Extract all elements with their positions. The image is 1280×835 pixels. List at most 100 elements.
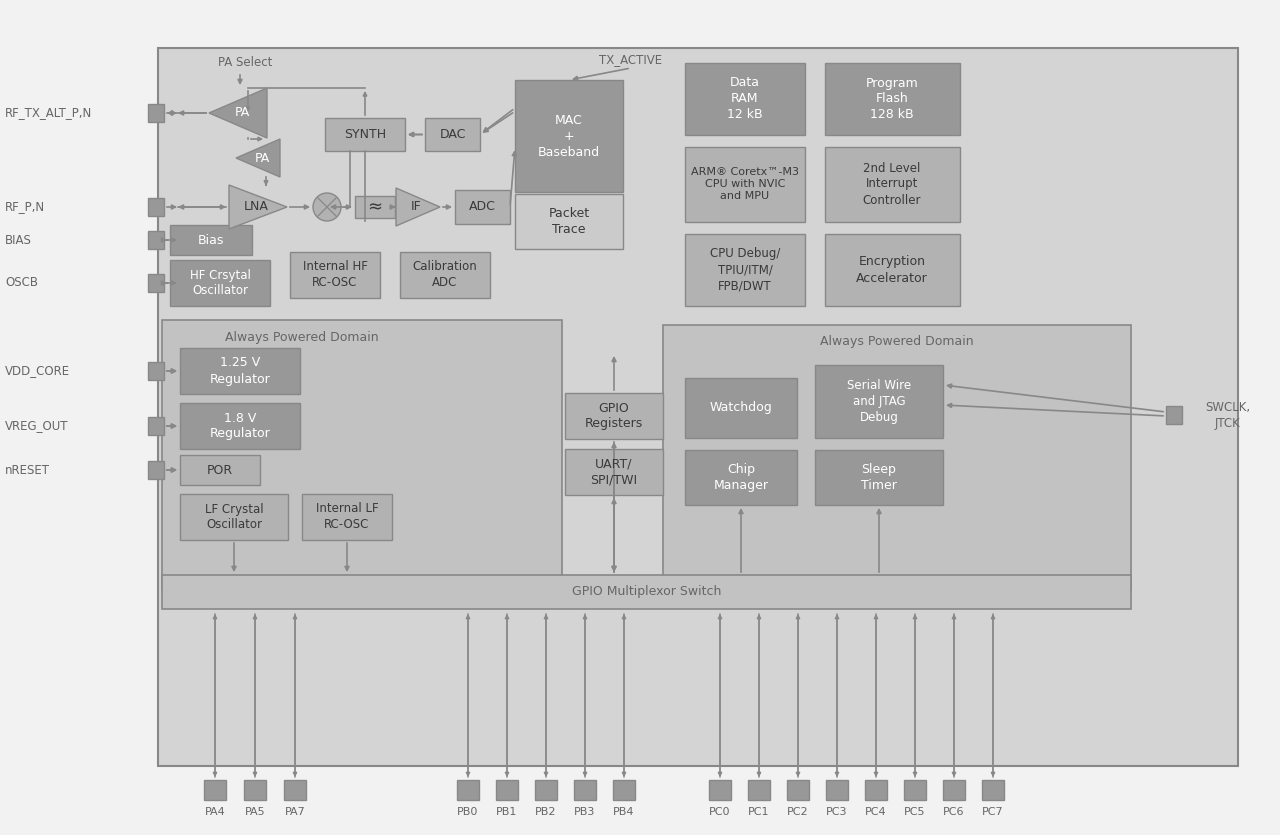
Polygon shape: [236, 139, 280, 177]
Bar: [284, 780, 306, 800]
Bar: [982, 780, 1004, 800]
Bar: [515, 80, 623, 192]
Bar: [148, 231, 164, 249]
Text: PA Select: PA Select: [218, 57, 273, 69]
Bar: [148, 362, 164, 380]
Bar: [163, 575, 1132, 609]
Text: Packet
Trace: Packet Trace: [548, 207, 590, 236]
Bar: [515, 194, 623, 249]
Text: HF Crsytal
Oscillator: HF Crsytal Oscillator: [189, 269, 251, 297]
Text: TX_ACTIVE: TX_ACTIVE: [599, 53, 663, 67]
Text: Always Powered Domain: Always Powered Domain: [820, 336, 974, 348]
Bar: [454, 190, 509, 224]
Text: PA7: PA7: [284, 807, 306, 817]
Text: PB0: PB0: [457, 807, 479, 817]
Text: PC4: PC4: [865, 807, 887, 817]
Text: UART/
SPI/TWI: UART/ SPI/TWI: [590, 458, 637, 487]
Text: GPIO Multiplexor Switch: GPIO Multiplexor Switch: [572, 585, 721, 599]
Text: SWCLK,
JTCK: SWCLK, JTCK: [1204, 401, 1251, 429]
Bar: [148, 461, 164, 479]
Ellipse shape: [314, 193, 340, 221]
Text: PC0: PC0: [709, 807, 731, 817]
Bar: [709, 780, 731, 800]
Text: PC2: PC2: [787, 807, 809, 817]
Bar: [1166, 406, 1181, 424]
Text: Serial Wire
and JTAG
Debug: Serial Wire and JTAG Debug: [847, 379, 911, 424]
Text: RF_P,N: RF_P,N: [5, 200, 45, 214]
Bar: [148, 104, 164, 122]
Text: DAC: DAC: [439, 128, 466, 141]
Text: Internal LF
RC-OSC: Internal LF RC-OSC: [316, 503, 379, 532]
Bar: [291, 252, 380, 298]
Bar: [685, 234, 805, 306]
Text: LF Crystal
Oscillator: LF Crystal Oscillator: [205, 503, 264, 532]
Text: Encryption
Accelerator: Encryption Accelerator: [856, 256, 928, 285]
Text: PC6: PC6: [943, 807, 965, 817]
Bar: [180, 494, 288, 540]
Bar: [148, 274, 164, 292]
Bar: [244, 780, 266, 800]
Bar: [685, 147, 805, 222]
Text: 2nd Level
Interrupt
Controller: 2nd Level Interrupt Controller: [863, 161, 922, 206]
Bar: [865, 780, 887, 800]
Bar: [457, 780, 479, 800]
Text: Chip
Manager: Chip Manager: [713, 463, 768, 492]
Polygon shape: [209, 88, 268, 138]
Text: OSCB: OSCB: [5, 276, 38, 290]
Text: Internal HF
RC-OSC: Internal HF RC-OSC: [302, 261, 367, 290]
Bar: [904, 780, 925, 800]
Bar: [826, 234, 960, 306]
Bar: [685, 450, 797, 505]
Text: PA: PA: [234, 107, 250, 119]
Bar: [180, 455, 260, 485]
Bar: [787, 780, 809, 800]
Bar: [564, 393, 663, 439]
Bar: [163, 320, 562, 590]
Text: PB2: PB2: [535, 807, 557, 817]
Bar: [573, 780, 596, 800]
Bar: [180, 403, 300, 449]
Bar: [425, 118, 480, 151]
Bar: [170, 260, 270, 306]
Text: PA: PA: [255, 151, 270, 164]
Text: PB3: PB3: [575, 807, 595, 817]
Text: VDD_CORE: VDD_CORE: [5, 365, 70, 377]
Text: Program
Flash
128 kB: Program Flash 128 kB: [865, 77, 918, 122]
Text: ≈: ≈: [367, 198, 383, 216]
Bar: [943, 780, 965, 800]
Bar: [826, 780, 849, 800]
Bar: [170, 225, 252, 255]
Bar: [564, 449, 663, 495]
Bar: [535, 780, 557, 800]
Bar: [748, 780, 771, 800]
Bar: [826, 63, 960, 135]
Bar: [815, 450, 943, 505]
Polygon shape: [396, 188, 440, 226]
Text: PC5: PC5: [904, 807, 925, 817]
Text: 1.8 V
Regulator: 1.8 V Regulator: [210, 412, 270, 441]
Text: Calibration
ADC: Calibration ADC: [412, 261, 477, 290]
Bar: [325, 118, 404, 151]
Text: PB4: PB4: [613, 807, 635, 817]
Text: LNA: LNA: [243, 200, 269, 214]
Bar: [302, 494, 392, 540]
Bar: [685, 63, 805, 135]
Bar: [180, 348, 300, 394]
Bar: [663, 325, 1132, 590]
Bar: [826, 147, 960, 222]
Text: CPU Debug/
TPIU/ITM/
FPB/DWT: CPU Debug/ TPIU/ITM/ FPB/DWT: [710, 247, 781, 292]
Text: nRESET: nRESET: [5, 463, 50, 477]
Text: BIAS: BIAS: [5, 234, 32, 246]
Text: PC7: PC7: [982, 807, 1004, 817]
Bar: [204, 780, 227, 800]
Text: SYNTH: SYNTH: [344, 128, 387, 141]
Bar: [148, 417, 164, 435]
Text: POR: POR: [207, 463, 233, 477]
Bar: [497, 780, 518, 800]
Text: VREG_OUT: VREG_OUT: [5, 419, 69, 433]
Text: ADC: ADC: [468, 200, 495, 214]
Text: Bias: Bias: [198, 234, 224, 246]
Bar: [399, 252, 490, 298]
Bar: [148, 198, 164, 216]
Text: PA4: PA4: [205, 807, 225, 817]
